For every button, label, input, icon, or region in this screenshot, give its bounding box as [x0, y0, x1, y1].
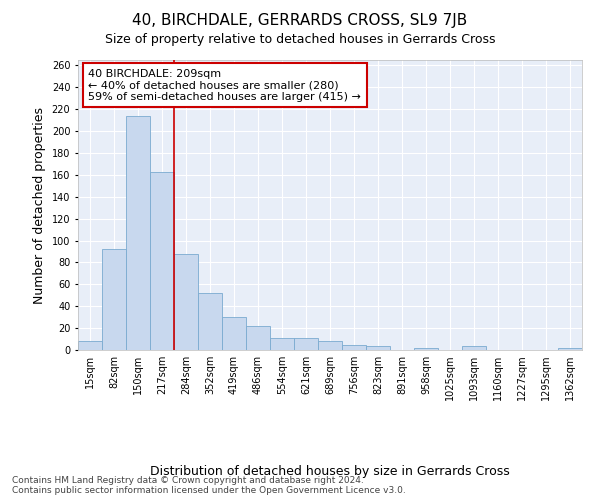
- Text: 40 BIRCHDALE: 209sqm
← 40% of detached houses are smaller (280)
59% of semi-deta: 40 BIRCHDALE: 209sqm ← 40% of detached h…: [88, 68, 361, 102]
- Bar: [318, 341, 342, 350]
- Bar: [294, 338, 318, 350]
- Bar: [246, 326, 270, 350]
- Bar: [414, 348, 438, 350]
- Text: 40, BIRCHDALE, GERRARDS CROSS, SL9 7JB: 40, BIRCHDALE, GERRARDS CROSS, SL9 7JB: [133, 12, 467, 28]
- Bar: [150, 172, 174, 350]
- Bar: [126, 116, 150, 350]
- Text: Distribution of detached houses by size in Gerrards Cross: Distribution of detached houses by size …: [150, 464, 510, 477]
- Text: Contains HM Land Registry data © Crown copyright and database right 2024.
Contai: Contains HM Land Registry data © Crown c…: [12, 476, 406, 495]
- Y-axis label: Number of detached properties: Number of detached properties: [33, 106, 46, 304]
- Bar: [462, 346, 486, 350]
- Bar: [198, 293, 222, 350]
- Bar: [174, 254, 198, 350]
- Bar: [102, 250, 126, 350]
- Bar: [366, 346, 390, 350]
- Bar: [558, 348, 582, 350]
- Bar: [222, 317, 246, 350]
- Text: Size of property relative to detached houses in Gerrards Cross: Size of property relative to detached ho…: [105, 32, 495, 46]
- Bar: [78, 341, 102, 350]
- Bar: [342, 344, 366, 350]
- Bar: [270, 338, 294, 350]
